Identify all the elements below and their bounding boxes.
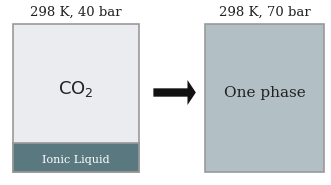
Text: One phase: One phase	[224, 85, 306, 100]
Text: 298 K, 70 bar: 298 K, 70 bar	[219, 6, 311, 18]
Bar	[205, 24, 324, 172]
Text: 298 K, 40 bar: 298 K, 40 bar	[30, 6, 122, 18]
Bar	[13, 143, 139, 172]
Bar	[13, 24, 139, 172]
Text: Ionic Liquid: Ionic Liquid	[42, 155, 110, 165]
Text: $\mathrm{CO_2}$: $\mathrm{CO_2}$	[58, 79, 94, 99]
